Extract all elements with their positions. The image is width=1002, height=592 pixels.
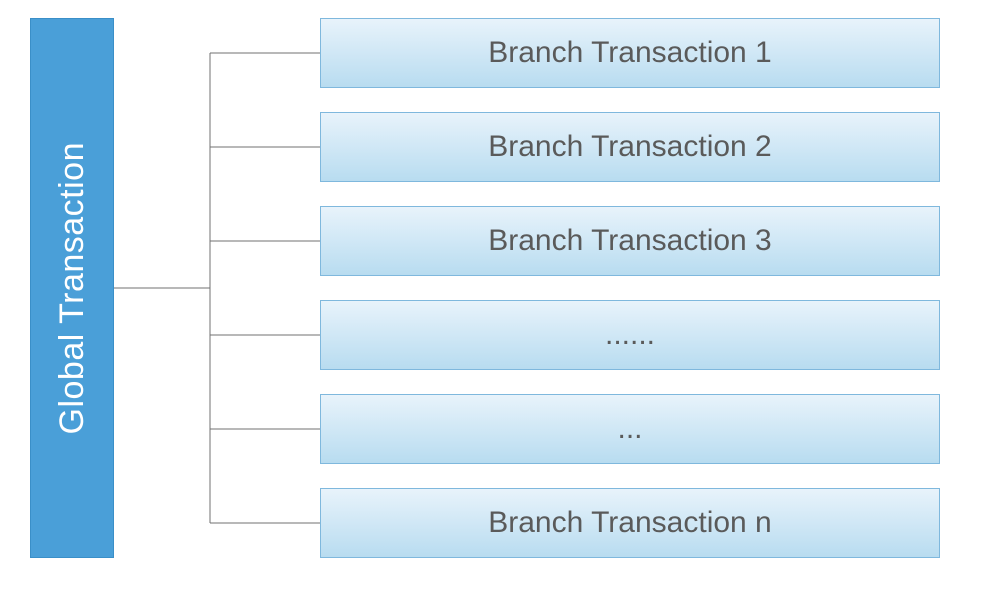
branch-box: ...... xyxy=(320,300,940,370)
branch-box: Branch Transaction 2 xyxy=(320,112,940,182)
branch-label: ...... xyxy=(605,318,655,352)
branch-label: Branch Transaction n xyxy=(488,506,772,540)
global-transaction-label: Global Transaction xyxy=(53,142,92,435)
branch-box: Branch Transaction 1 xyxy=(320,18,940,88)
global-transaction-box: Global Transaction xyxy=(30,18,114,558)
branch-box: Branch Transaction n xyxy=(320,488,940,558)
branch-label: Branch Transaction 2 xyxy=(488,130,772,164)
transaction-diagram: Global Transaction Branch Transaction 1 … xyxy=(0,0,1002,592)
branch-label: Branch Transaction 3 xyxy=(488,224,772,258)
branch-label: Branch Transaction 1 xyxy=(488,36,772,70)
branch-label: ... xyxy=(617,412,642,446)
branch-box: Branch Transaction 3 xyxy=(320,206,940,276)
branch-list: Branch Transaction 1 Branch Transaction … xyxy=(320,18,940,558)
branch-box: ... xyxy=(320,394,940,464)
